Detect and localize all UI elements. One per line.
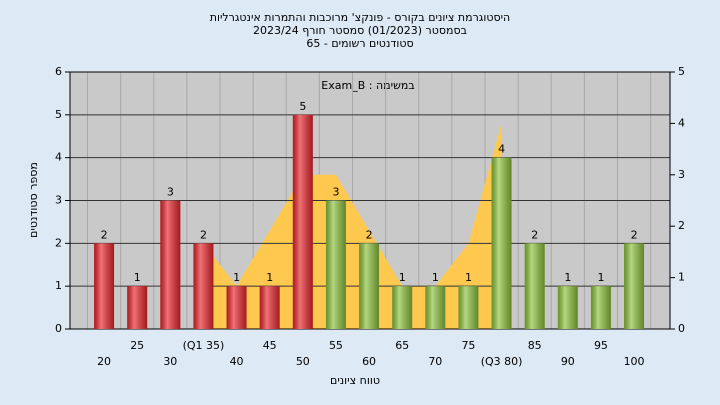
x-tick-label: 25 <box>130 339 144 352</box>
data-label: 1 <box>564 271 571 284</box>
y-tick-label: 0 <box>55 322 62 335</box>
x-tick-label: 60 <box>362 355 376 368</box>
title-line: היסטוגרמת ציונים בקורס - פונקצ' מרוכבות … <box>210 11 511 24</box>
x-tick-label: 45 <box>263 339 277 352</box>
data-label: 2 <box>366 228 373 241</box>
y-tick-label: 4 <box>55 151 62 164</box>
bar-shade <box>226 286 247 329</box>
bar-shade <box>359 243 380 329</box>
y-tick-label: 2 <box>55 236 62 249</box>
y2-tick-label: 3 <box>678 168 685 181</box>
bar-shade <box>524 243 545 329</box>
x-tick-label: 85 <box>528 339 542 352</box>
y2-tick-label: 2 <box>678 219 685 232</box>
bar-shade <box>292 114 313 329</box>
y2-tick-label: 4 <box>678 116 685 129</box>
x-tick-label: 55 <box>329 339 343 352</box>
bar-shade <box>624 243 645 329</box>
bar-shade <box>590 286 611 329</box>
x-tick-label: 50 <box>296 355 310 368</box>
data-label: 3 <box>167 186 174 199</box>
x-tick-label: 75 <box>461 339 475 352</box>
data-label: 1 <box>465 271 472 284</box>
bar-shade <box>259 286 280 329</box>
data-label: 4 <box>498 143 505 156</box>
y2-tick-label: 1 <box>678 271 685 284</box>
bar-shade <box>557 286 578 329</box>
data-label: 2 <box>200 228 207 241</box>
data-label: 5 <box>299 100 306 113</box>
data-label: 1 <box>233 271 240 284</box>
bar-shade <box>94 243 115 329</box>
y-tick-label: 1 <box>55 279 62 292</box>
y-tick-label: 5 <box>55 108 62 121</box>
data-label: 1 <box>134 271 141 284</box>
bar-shade <box>325 200 346 329</box>
data-label: 1 <box>266 271 273 284</box>
y2-tick-label: 5 <box>678 65 685 78</box>
data-label: 1 <box>597 271 604 284</box>
x-tick-label: 20 <box>97 355 111 368</box>
data-label: 2 <box>631 228 638 241</box>
x-axis-label: טווח ציונים <box>330 374 380 387</box>
y-tick-label: 6 <box>55 65 62 78</box>
bar-shade <box>160 200 181 329</box>
x-tick-label: (Q3 80) <box>481 355 523 368</box>
x-tick-label: 30 <box>163 355 177 368</box>
data-label: 1 <box>399 271 406 284</box>
x-tick-label: (Q1 35) <box>183 339 225 352</box>
x-tick-label: 100 <box>624 355 645 368</box>
annotation: Exam_B : במשימה <box>321 79 414 92</box>
x-tick-label: 40 <box>230 355 244 368</box>
x-tick-label: 90 <box>561 355 575 368</box>
x-tick-label: 65 <box>395 339 409 352</box>
x-tick-label: 70 <box>428 355 442 368</box>
y-tick-label: 3 <box>55 194 62 207</box>
data-label: 2 <box>101 228 108 241</box>
bar-shade <box>425 286 446 329</box>
bar-shade <box>193 243 214 329</box>
data-label: 3 <box>332 186 339 199</box>
y2-tick-label: 0 <box>678 322 685 335</box>
bar-shade <box>458 286 479 329</box>
x-tick-label: 95 <box>594 339 608 352</box>
y-axis-label: מספר סטודנטים <box>27 162 40 238</box>
data-label: 2 <box>531 228 538 241</box>
title-line: סטודנטים רשומים - 65 <box>306 37 413 50</box>
bar-shade <box>127 286 148 329</box>
bar-shade <box>392 286 413 329</box>
title-line: בסמסטר (01/2023) סמסטר חורף 2023/24 <box>253 24 467 37</box>
area <box>203 123 502 330</box>
data-label: 1 <box>432 271 439 284</box>
bar-shade <box>491 157 512 329</box>
